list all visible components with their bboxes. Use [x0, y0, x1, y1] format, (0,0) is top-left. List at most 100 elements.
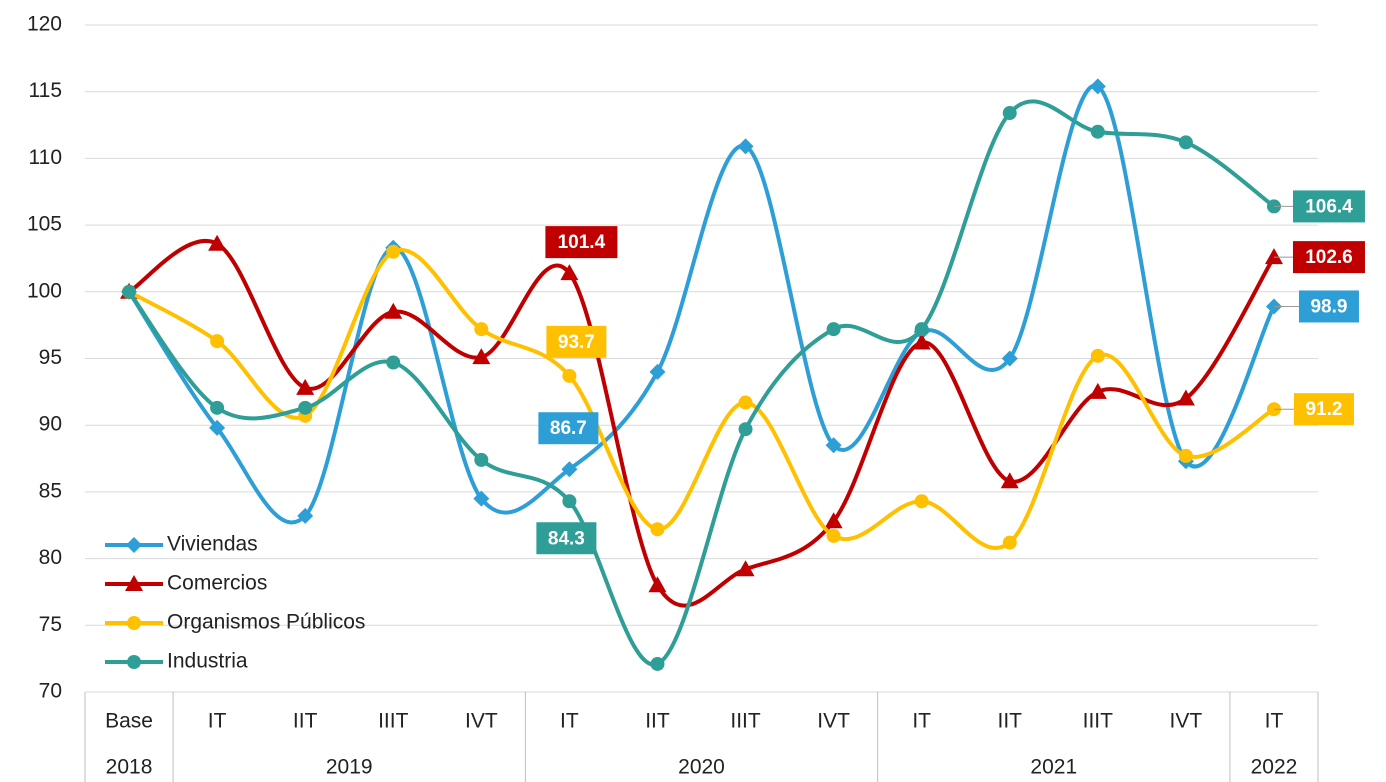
x-tick-label: IT	[208, 710, 227, 733]
x-tick-label: IT	[912, 710, 931, 733]
data-label-box	[538, 412, 599, 445]
data-label: 91.2	[1305, 399, 1342, 420]
data-label: 86.7	[550, 418, 587, 439]
data-label-box	[1292, 190, 1365, 223]
data-label-box	[1293, 393, 1354, 426]
y-tick-label: 95	[39, 346, 62, 369]
marker	[737, 138, 754, 155]
series-line	[127, 239, 1276, 608]
marker	[127, 616, 141, 630]
marker	[297, 507, 314, 524]
marker	[474, 322, 489, 337]
marker	[914, 494, 929, 509]
marker	[1000, 472, 1019, 489]
marker	[912, 333, 931, 350]
marker	[386, 355, 401, 370]
data-label: 106.4	[1305, 196, 1353, 217]
data-label: 98.9	[1310, 296, 1347, 317]
x-tick-label: IVT	[817, 710, 850, 733]
data-label: 102.6	[1305, 247, 1353, 268]
marker	[1090, 348, 1105, 363]
marker	[560, 264, 579, 281]
marker	[914, 322, 929, 337]
data-label-box	[546, 325, 607, 358]
marker	[826, 528, 841, 543]
legend-label: Organismos Públicos	[167, 611, 365, 634]
marker	[1090, 124, 1105, 139]
y-tick-label: 120	[27, 13, 62, 36]
marker	[650, 522, 665, 537]
y-tick-label: 100	[27, 279, 62, 302]
x-tick-label: IVT	[1170, 710, 1203, 733]
marker	[1176, 389, 1195, 406]
marker	[1264, 248, 1283, 265]
marker	[648, 576, 667, 593]
marker	[736, 560, 755, 577]
x-tick-label: IIT	[293, 710, 318, 733]
marker	[384, 302, 403, 319]
marker	[122, 284, 137, 299]
x-tick-label: IVT	[465, 710, 498, 733]
legend-label: Viviendas	[167, 533, 258, 556]
legend-label: Comercios	[167, 572, 267, 595]
marker	[208, 234, 227, 251]
series-line	[127, 83, 1276, 525]
marker	[298, 400, 313, 415]
marker	[127, 655, 141, 669]
x-group-label: 2019	[326, 756, 373, 779]
y-tick-label: 75	[39, 613, 62, 636]
marker	[562, 494, 577, 509]
data-label-box	[1292, 241, 1365, 274]
y-tick-label: 85	[39, 479, 62, 502]
marker	[1178, 135, 1193, 150]
y-tick-label: 115	[29, 79, 62, 102]
legend-label: Industria	[167, 650, 248, 673]
y-tick-label: 90	[39, 413, 62, 436]
x-tick-label: IIIT	[730, 710, 761, 733]
marker	[1088, 382, 1107, 399]
x-tick-label: Base	[105, 710, 153, 733]
marker	[649, 363, 666, 380]
marker	[209, 419, 226, 436]
series-line	[128, 247, 1276, 550]
marker	[826, 322, 841, 337]
marker	[1002, 535, 1017, 550]
x-tick-label: IT	[560, 710, 579, 733]
marker	[1001, 350, 1018, 367]
y-tick-label: 105	[27, 213, 62, 236]
marker	[296, 378, 315, 395]
x-tick-label: IIT	[998, 710, 1023, 733]
marker	[473, 490, 490, 507]
y-tick-label: 80	[39, 546, 62, 569]
x-group-label: 2018	[106, 756, 153, 779]
marker	[562, 368, 577, 383]
data-label-box	[536, 522, 597, 555]
marker	[1002, 106, 1017, 121]
x-tick-label: IIIT	[378, 710, 409, 733]
marker	[472, 348, 491, 365]
y-tick-label: 70	[39, 680, 62, 703]
marker	[210, 334, 225, 349]
marker	[125, 575, 143, 591]
marker	[824, 512, 843, 529]
series-line	[127, 99, 1276, 667]
data-label: 93.7	[558, 332, 595, 353]
data-label-box	[545, 226, 618, 259]
marker	[1178, 448, 1193, 463]
marker	[386, 244, 401, 259]
data-label-box	[1298, 290, 1359, 323]
data-label: 101.4	[558, 232, 606, 253]
marker	[738, 422, 753, 437]
y-tick-label: 110	[29, 146, 62, 169]
x-group-label: 2022	[1251, 756, 1298, 779]
marker	[561, 461, 578, 478]
x-tick-label: IT	[1265, 710, 1284, 733]
marker	[474, 452, 489, 467]
marker	[738, 395, 753, 410]
marker	[210, 400, 225, 415]
marker	[126, 537, 142, 553]
marker	[650, 656, 665, 671]
marker	[1089, 78, 1106, 95]
x-tick-label: IIT	[645, 710, 670, 733]
